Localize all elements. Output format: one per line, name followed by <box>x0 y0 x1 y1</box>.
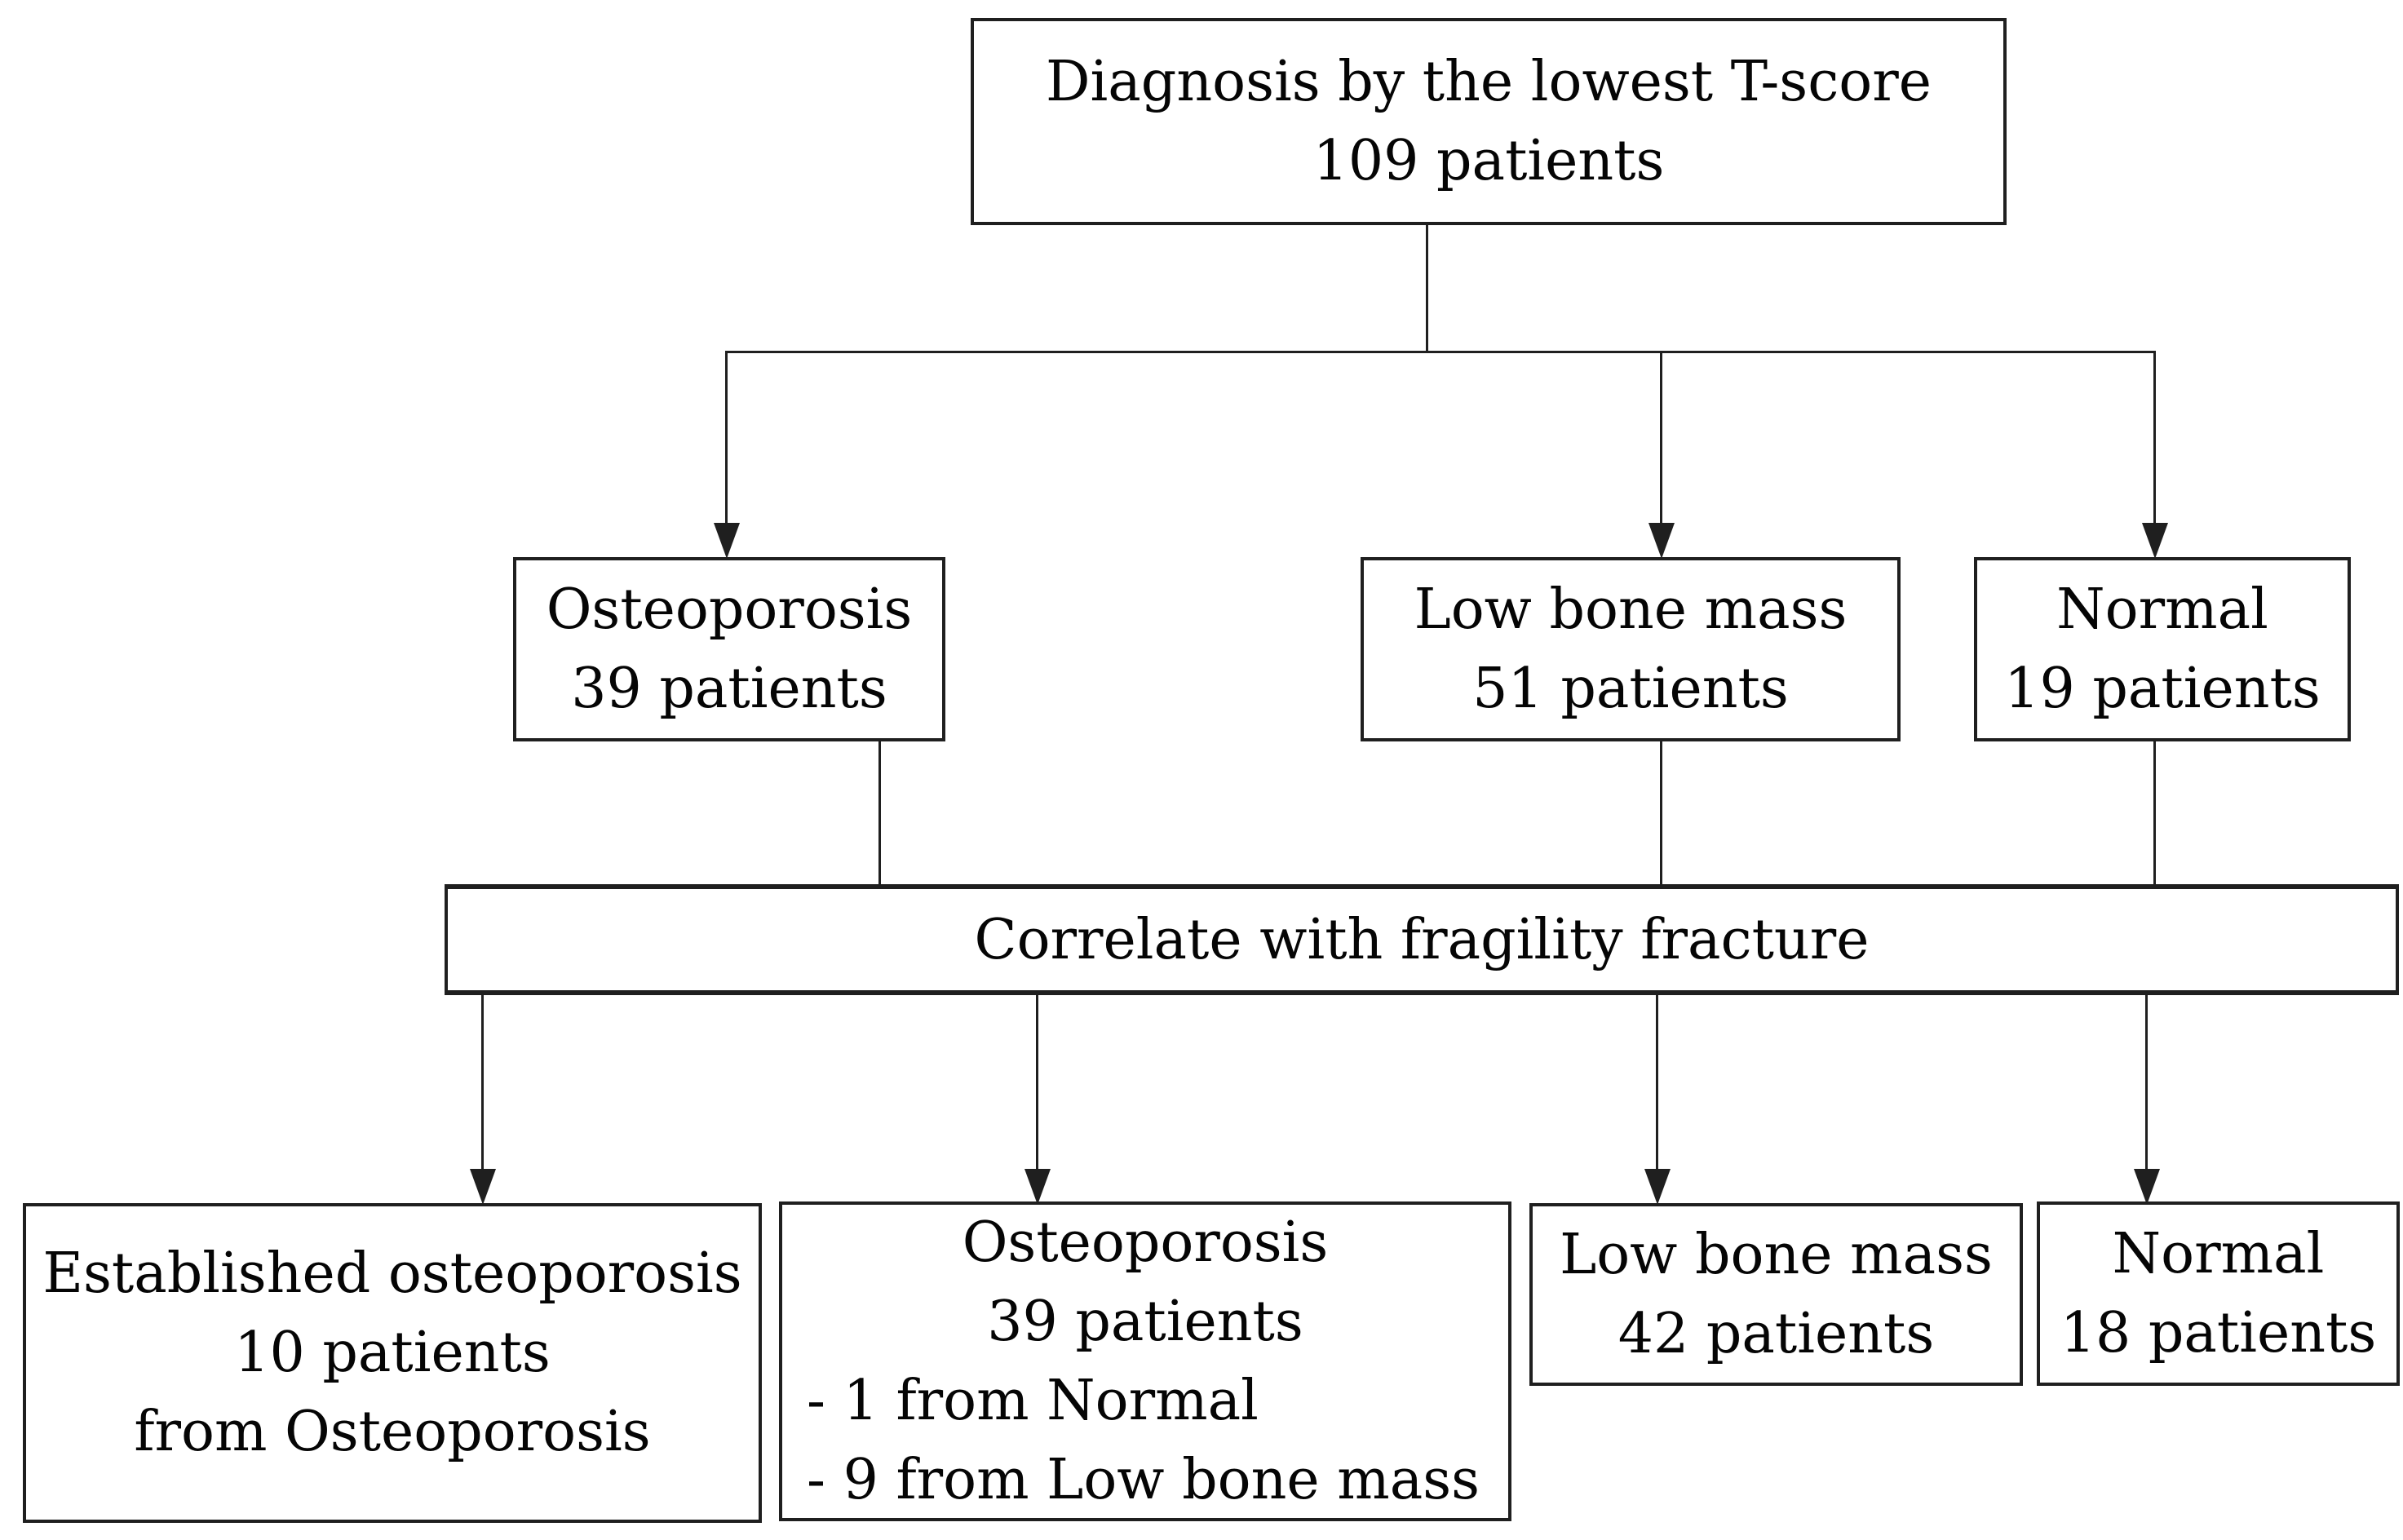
correlate-process-bar: Correlate with fragility fracture <box>445 884 2399 995</box>
node-low-bone-mass-title: Low bone mass <box>1414 578 1848 642</box>
node-osteoporosis-after-box: Osteoporosis 39 patients - 1 from Normal… <box>779 1201 1511 1521</box>
node-osteoporosis-after-detail-1: - 1 from Normal <box>807 1369 1259 1433</box>
node-normal-box: Normal 19 patients <box>1974 557 2351 741</box>
connector-osteoporosis-to-correlate <box>878 741 881 886</box>
node-low-bone-mass-after-count: 42 patients <box>1617 1302 1935 1366</box>
node-diagnosis-root-count: 109 patients <box>1312 129 1665 193</box>
node-established-osteoporosis-source: from Osteoporosis <box>134 1399 651 1464</box>
node-osteoporosis-after-detail-2: - 9 from Low bone mass <box>807 1448 1480 1512</box>
node-osteoporosis-count: 39 patients <box>571 657 887 721</box>
node-osteoporosis-box: Osteoporosis 39 patients <box>513 557 945 741</box>
node-normal-title: Normal <box>2056 578 2268 642</box>
arrow-down-icon <box>1644 1169 1671 1205</box>
node-normal-after-box: Normal 18 patients <box>2037 1201 2400 1386</box>
arrow-down-icon <box>470 1169 496 1205</box>
arrow-down-icon <box>2142 523 2168 559</box>
connector-drop-established-osteoporosis <box>481 993 484 1170</box>
connector-drop-low-bone-mass-after <box>1656 993 1658 1170</box>
connector-root-stem <box>1426 225 1428 352</box>
arrow-down-icon <box>1024 1169 1051 1205</box>
arrow-down-icon <box>714 523 740 559</box>
correlate-process-label: Correlate with fragility fracture <box>974 907 1870 972</box>
node-established-osteoporosis-title: Established osteoporosis <box>42 1241 742 1306</box>
connector-drop-normal <box>2153 351 2156 524</box>
connector-drop-osteoporosis-after <box>1036 993 1038 1170</box>
connector-drop-osteoporosis <box>725 351 728 524</box>
node-normal-after-count: 18 patients <box>2060 1301 2377 1365</box>
node-osteoporosis-after-count: 39 patients <box>987 1290 1303 1354</box>
node-diagnosis-root-box: Diagnosis by the lowest T-score 109 pati… <box>971 18 2007 225</box>
node-low-bone-mass-after-box: Low bone mass 42 patients <box>1529 1203 2023 1386</box>
node-normal-after-title: Normal <box>2112 1222 2325 1286</box>
arrow-down-icon <box>2134 1169 2160 1205</box>
connector-drop-low-bone-mass <box>1660 351 1662 524</box>
node-established-osteoporosis-box: Established osteoporosis 10 patients fro… <box>23 1203 762 1523</box>
node-osteoporosis-title: Osteoporosis <box>546 578 913 642</box>
connector-drop-normal-after <box>2145 993 2148 1170</box>
node-diagnosis-root-title: Diagnosis by the lowest T-score <box>1046 50 1932 114</box>
node-osteoporosis-after-title: Osteoporosis <box>962 1210 1329 1275</box>
arrow-down-icon <box>1648 523 1675 559</box>
node-low-bone-mass-box: Low bone mass 51 patients <box>1361 557 1901 741</box>
node-low-bone-mass-after-title: Low bone mass <box>1560 1223 1993 1287</box>
connector-low-bone-mass-to-correlate <box>1660 741 1662 886</box>
connector-normal-to-correlate <box>2153 741 2156 886</box>
node-low-bone-mass-count: 51 patients <box>1472 657 1789 721</box>
connector-branch-bar <box>725 351 2155 353</box>
node-normal-count: 19 patients <box>2004 657 2321 721</box>
node-established-osteoporosis-count: 10 patients <box>234 1320 551 1385</box>
